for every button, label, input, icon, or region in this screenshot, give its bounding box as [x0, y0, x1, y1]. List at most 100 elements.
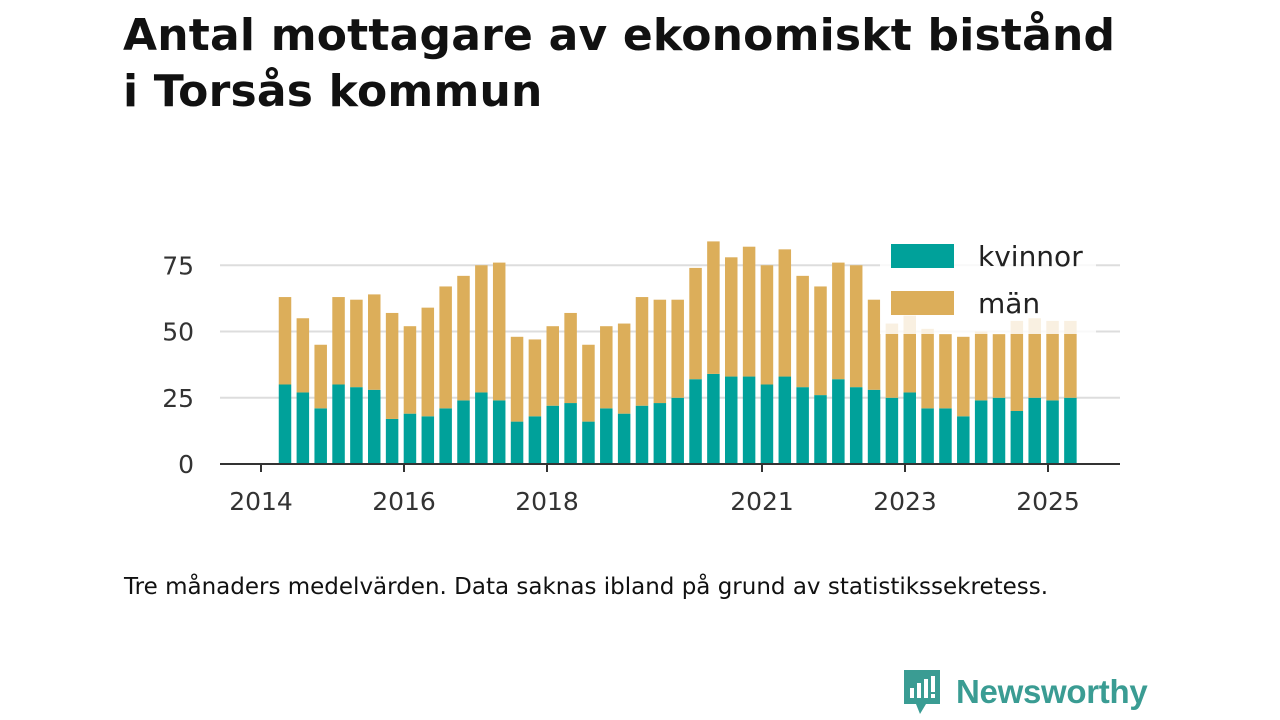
- chart-caption: Tre månaders medelvärden. Data saknas ib…: [124, 574, 1049, 600]
- bar-kvinnor: [546, 405, 559, 464]
- bar-man: [564, 312, 577, 404]
- newsworthy-logo-icon: [904, 670, 940, 714]
- bar-man: [403, 326, 417, 414]
- legend-label-kvinnor: kvinnor: [978, 240, 1083, 273]
- bar-kvinnor: [885, 397, 899, 464]
- stacked-bar-chart: 0 25 50 75 2014 2016 2018 2021 2023 2025 kvinnor mä…: [162, 240, 1120, 516]
- bar-man: [885, 323, 899, 398]
- bar-man: [939, 334, 952, 409]
- bar-kvinnor: [671, 397, 684, 464]
- bar-man: [385, 312, 399, 419]
- bar-kvinnor: [635, 405, 649, 464]
- bar-kvinnor: [332, 384, 345, 464]
- bar-kvinnor: [921, 408, 934, 464]
- bar-man: [296, 318, 310, 393]
- bar-man: [439, 286, 452, 409]
- bar-kvinnor: [600, 408, 613, 464]
- bar-man: [510, 336, 524, 422]
- bar-man: [725, 257, 738, 377]
- bar-kvinnor: [1064, 397, 1077, 464]
- bar-man: [546, 326, 559, 406]
- bar-man: [689, 267, 702, 380]
- bar-man: [760, 265, 774, 385]
- brand-name: Newsworthy: [956, 673, 1148, 710]
- bar-man: [475, 265, 488, 393]
- bar-kvinnor: [1028, 397, 1041, 464]
- bar-man: [528, 339, 542, 417]
- bar-man: [635, 297, 649, 406]
- bar-kvinnor: [867, 389, 881, 464]
- bar-kvinnor: [510, 421, 524, 464]
- bar-man: [671, 299, 684, 398]
- bar-kvinnor: [528, 416, 542, 464]
- bar-kvinnor: [689, 379, 702, 464]
- bar-kvinnor: [1010, 411, 1024, 464]
- bar-man: [742, 246, 756, 377]
- legend-label-man: män: [978, 287, 1040, 320]
- bar-kvinnor: [421, 416, 435, 464]
- bar-kvinnor: [653, 403, 667, 464]
- bar-kvinnor: [832, 379, 845, 464]
- bar-man: [832, 262, 845, 380]
- bar-man: [707, 241, 720, 374]
- bar-man: [1046, 320, 1059, 401]
- bar-man: [278, 297, 292, 385]
- bar-kvinnor: [350, 387, 363, 464]
- bar-man: [368, 294, 381, 390]
- bar-kvinnor: [617, 413, 631, 464]
- bar-man: [421, 307, 435, 417]
- bar-kvinnor: [385, 418, 399, 464]
- bar-man: [457, 275, 470, 401]
- bar-kvinnor: [368, 389, 381, 464]
- bar-man: [1064, 320, 1077, 398]
- legend-swatch-kvinnor: [891, 244, 954, 268]
- bar-man: [778, 249, 792, 377]
- bar-kvinnor: [492, 400, 506, 464]
- bar-man: [992, 334, 1006, 398]
- bar-kvinnor: [1046, 400, 1059, 464]
- x-tick-label: 2014: [229, 487, 293, 516]
- bar-man: [849, 265, 863, 388]
- x-tick-label: 2023: [873, 487, 937, 516]
- bar-kvinnor: [278, 384, 292, 464]
- bar-kvinnor: [564, 403, 577, 464]
- legend-swatch-man: [891, 291, 954, 315]
- bar-man: [314, 344, 327, 409]
- bar-kvinnor: [582, 421, 595, 464]
- bar-man: [1010, 320, 1024, 411]
- bar-kvinnor: [992, 397, 1006, 464]
- bar-man: [492, 262, 506, 401]
- y-tick-label: 75: [162, 251, 194, 280]
- x-tick-label: 2016: [372, 487, 436, 516]
- y-tick-label: 50: [162, 318, 194, 347]
- bar-man: [814, 286, 827, 396]
- bar-kvinnor: [778, 376, 792, 464]
- bar-man: [957, 336, 970, 417]
- bar-kvinnor: [403, 413, 417, 464]
- chart-title: Antal mottagare av ekonomiskt bistånd i …: [123, 8, 1203, 120]
- bar-kvinnor: [475, 392, 488, 464]
- bar-kvinnor: [974, 400, 988, 464]
- bar-kvinnor: [849, 387, 863, 464]
- bar-kvinnor: [314, 408, 327, 464]
- bar-kvinnor: [725, 376, 738, 464]
- bar-kvinnor: [760, 384, 774, 464]
- bar-kvinnor: [814, 395, 827, 464]
- bar-man: [350, 299, 363, 388]
- bar-man: [974, 331, 988, 401]
- x-tick-label: 2018: [515, 487, 579, 516]
- x-tick-label: 2021: [730, 487, 794, 516]
- bar-man: [600, 326, 613, 409]
- bar-kvinnor: [796, 387, 809, 464]
- bar-kvinnor: [903, 392, 916, 464]
- bar-kvinnor: [742, 376, 756, 464]
- y-tick-label: 0: [178, 450, 194, 479]
- bar-kvinnor: [957, 416, 970, 464]
- bar-man: [921, 328, 934, 409]
- x-tick-label: 2025: [1016, 487, 1080, 516]
- chart-title-line-2: i Torsås kommun: [123, 66, 543, 117]
- bar-kvinnor: [439, 408, 452, 464]
- bar-man: [1028, 318, 1041, 398]
- bar-man: [867, 299, 881, 390]
- bar-kvinnor: [296, 392, 310, 464]
